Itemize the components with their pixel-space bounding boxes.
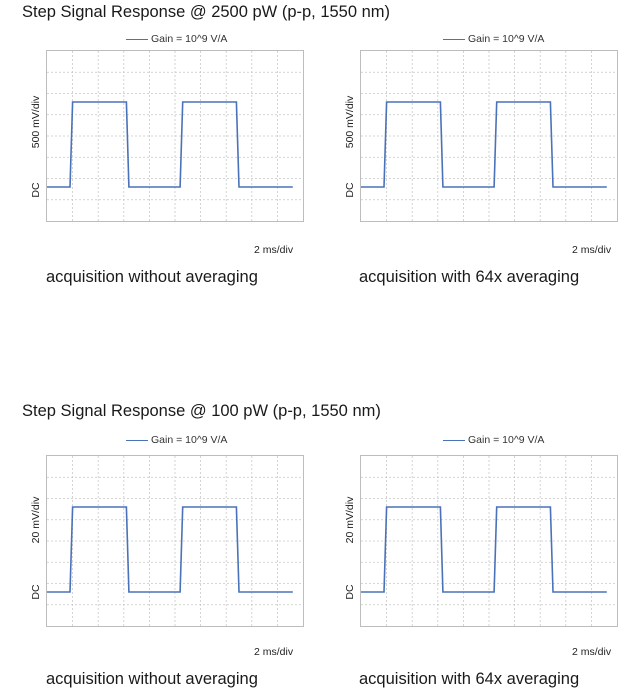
signal-trace	[361, 101, 607, 188]
plot-area	[360, 455, 618, 627]
chart-svg	[47, 456, 303, 626]
plot-area	[46, 50, 304, 222]
y-scale-label: 20 mV/div	[344, 496, 356, 544]
plot-area	[360, 50, 618, 222]
chart-legend: Gain = 10^9 V/A	[126, 33, 227, 45]
x-scale-label: 2 ms/div	[572, 646, 612, 658]
dc-label: DC	[30, 584, 42, 600]
y-scale-label: 20 mV/div	[30, 496, 42, 544]
x-scale-label: 2 ms/div	[254, 244, 294, 256]
signal-trace	[361, 506, 607, 593]
legend-label: Gain = 10^9 V/A	[151, 33, 228, 45]
dc-label: DC	[344, 182, 356, 198]
chart-legend: Gain = 10^9 V/A	[443, 33, 544, 45]
signal-trace	[47, 101, 293, 188]
chart-caption: acquisition without averaging	[46, 670, 258, 688]
chart-caption: acquisition without averaging	[46, 268, 258, 286]
plot-area	[46, 455, 304, 627]
dc-label: DC	[30, 182, 42, 198]
chart-legend: Gain = 10^9 V/A	[443, 434, 544, 446]
chart-caption: acquisition with 64x averaging	[359, 268, 580, 286]
chart-legend: Gain = 10^9 V/A	[126, 434, 227, 446]
y-scale-label: 500 mV/div	[344, 95, 356, 149]
legend-line-swatch	[443, 38, 465, 40]
legend-label: Gain = 10^9 V/A	[151, 434, 228, 446]
legend-label: Gain = 10^9 V/A	[468, 434, 545, 446]
legend-label: Gain = 10^9 V/A	[468, 33, 545, 45]
legend-line-swatch	[126, 439, 148, 441]
legend-line-swatch	[443, 439, 465, 441]
x-scale-label: 2 ms/div	[254, 646, 294, 658]
section-title-2500pw: Step Signal Response @ 2500 pW (p-p, 155…	[22, 3, 391, 21]
y-scale-label: 500 mV/div	[30, 95, 42, 149]
chart-svg	[361, 456, 617, 626]
chart-svg	[47, 51, 303, 221]
signal-trace	[47, 506, 293, 593]
chart-svg	[361, 51, 617, 221]
legend-line-swatch	[126, 38, 148, 40]
chart-caption: acquisition with 64x averaging	[359, 670, 580, 688]
section-title-100pw: Step Signal Response @ 100 pW (p-p, 1550…	[22, 402, 381, 420]
dc-label: DC	[344, 584, 356, 600]
x-scale-label: 2 ms/div	[572, 244, 612, 256]
